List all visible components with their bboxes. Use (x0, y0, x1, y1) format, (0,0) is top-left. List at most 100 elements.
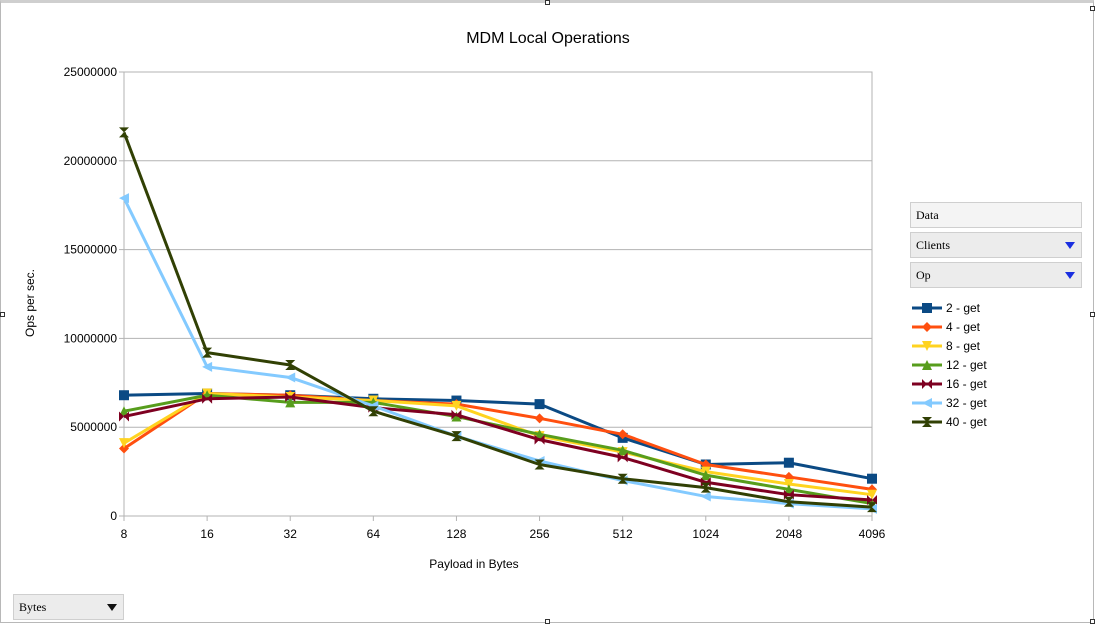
resize-handle-top[interactable] (545, 0, 550, 5)
x-tick-label: 1024 (692, 527, 719, 541)
y-axis-label: Ops per sec. (23, 269, 37, 337)
legend-swatch-icon (912, 340, 942, 351)
y-tick-label: 20000000 (64, 154, 118, 168)
x-tick-label: 64 (367, 527, 381, 541)
op-field-button[interactable]: Op (910, 262, 1082, 288)
data-point (451, 400, 462, 411)
series-line (123, 391, 873, 497)
data-point (202, 361, 213, 372)
series-3 (119, 388, 877, 500)
x-tick-label: 32 (284, 527, 298, 541)
data-point (119, 438, 129, 449)
data-point (202, 393, 213, 404)
x-tick-label: 2048 (776, 527, 803, 541)
series-6 (119, 193, 877, 514)
legend-marker (922, 397, 932, 408)
op-dropdown-arrow-icon[interactable] (1065, 272, 1075, 279)
data-point (617, 429, 628, 440)
legend-item: 40 - get (912, 412, 987, 431)
data-point (285, 392, 296, 403)
series-layer (119, 127, 877, 514)
y-tick-label: 15000000 (64, 243, 118, 257)
clients-field-button[interactable]: Clients (910, 232, 1082, 258)
bytes-field-button[interactable]: Bytes (13, 594, 124, 620)
resize-handle-top-right[interactable] (1090, 6, 1095, 11)
data-point (451, 411, 462, 422)
y-tick-label: 5000000 (70, 420, 117, 434)
clients-field-label: Clients (916, 237, 951, 252)
data-point (285, 397, 296, 408)
data-field-label: Data (916, 207, 939, 222)
resize-handle-bottom-right[interactable] (1090, 619, 1095, 624)
data-point (700, 470, 711, 481)
data-point (783, 457, 794, 468)
legend-label: 40 - get (946, 414, 987, 429)
data-point (451, 409, 462, 420)
legend-marker (922, 302, 932, 313)
data-field-button[interactable]: Data (910, 202, 1082, 228)
legend-marker (922, 321, 932, 332)
data-point (783, 484, 794, 495)
data-point (285, 372, 296, 383)
legend-marker (922, 378, 932, 389)
legend-label: 12 - get (946, 357, 987, 372)
data-point (617, 473, 628, 484)
resize-handle-bottom[interactable] (545, 619, 550, 624)
bytes-field-label: Bytes (19, 599, 47, 614)
x-tick-label: 16 (200, 527, 214, 541)
data-point (451, 431, 462, 442)
data-point (700, 491, 711, 502)
series-line (123, 391, 873, 481)
x-tick-label: 4096 (859, 527, 886, 541)
legend-item: 32 - get (912, 393, 987, 412)
data-point (202, 347, 213, 358)
legend-item: 16 - get (912, 374, 987, 393)
data-point (617, 445, 628, 456)
data-point (783, 496, 794, 507)
legend-label: 4 - get (946, 319, 981, 334)
data-point (119, 411, 129, 422)
series-line (122, 131, 873, 509)
x-tick-label: 512 (613, 527, 633, 541)
data-point (617, 452, 628, 463)
x-axis-label: Payload in Bytes (429, 557, 518, 571)
chart-title: MDM Local Operations (466, 30, 630, 47)
legend-marker (922, 359, 932, 370)
data-point (783, 479, 794, 490)
data-point (867, 489, 877, 500)
legend-swatch-icon (912, 359, 942, 370)
legend-item: 12 - get (912, 355, 987, 374)
legend-label: 2 - get (946, 300, 981, 315)
data-point (700, 482, 711, 493)
data-point (119, 390, 129, 401)
data-point (534, 429, 545, 440)
data-point (534, 399, 545, 410)
series-line (122, 197, 873, 511)
data-point (119, 406, 129, 417)
y-tick-label: 0 (110, 509, 117, 523)
series-line (123, 395, 873, 502)
data-point (368, 406, 379, 417)
series-line (123, 391, 873, 491)
x-tick-label: 8 (121, 527, 128, 541)
bytes-dropdown-arrow-icon[interactable] (107, 604, 117, 611)
data-point (119, 193, 129, 204)
op-field-label: Op (916, 267, 931, 282)
legend-marker (922, 416, 932, 427)
legend-swatch-icon (912, 321, 942, 332)
data-point (867, 473, 877, 484)
resize-handle-right[interactable] (1090, 312, 1095, 317)
data-point (119, 443, 129, 454)
legend-swatch-icon (912, 397, 942, 408)
legend-item: 8 - get (912, 336, 987, 355)
series-7 (119, 127, 877, 513)
data-point (867, 502, 877, 513)
legend-label: 16 - get (946, 376, 987, 391)
axes: 0 5000000 10000000 15000000 20000000 25000000… (64, 65, 886, 541)
clients-dropdown-arrow-icon[interactable] (1065, 242, 1075, 249)
gridlines (123, 71, 873, 517)
data-point (534, 434, 545, 445)
legend-swatch-icon (912, 302, 942, 313)
resize-handle-left[interactable] (0, 312, 5, 317)
